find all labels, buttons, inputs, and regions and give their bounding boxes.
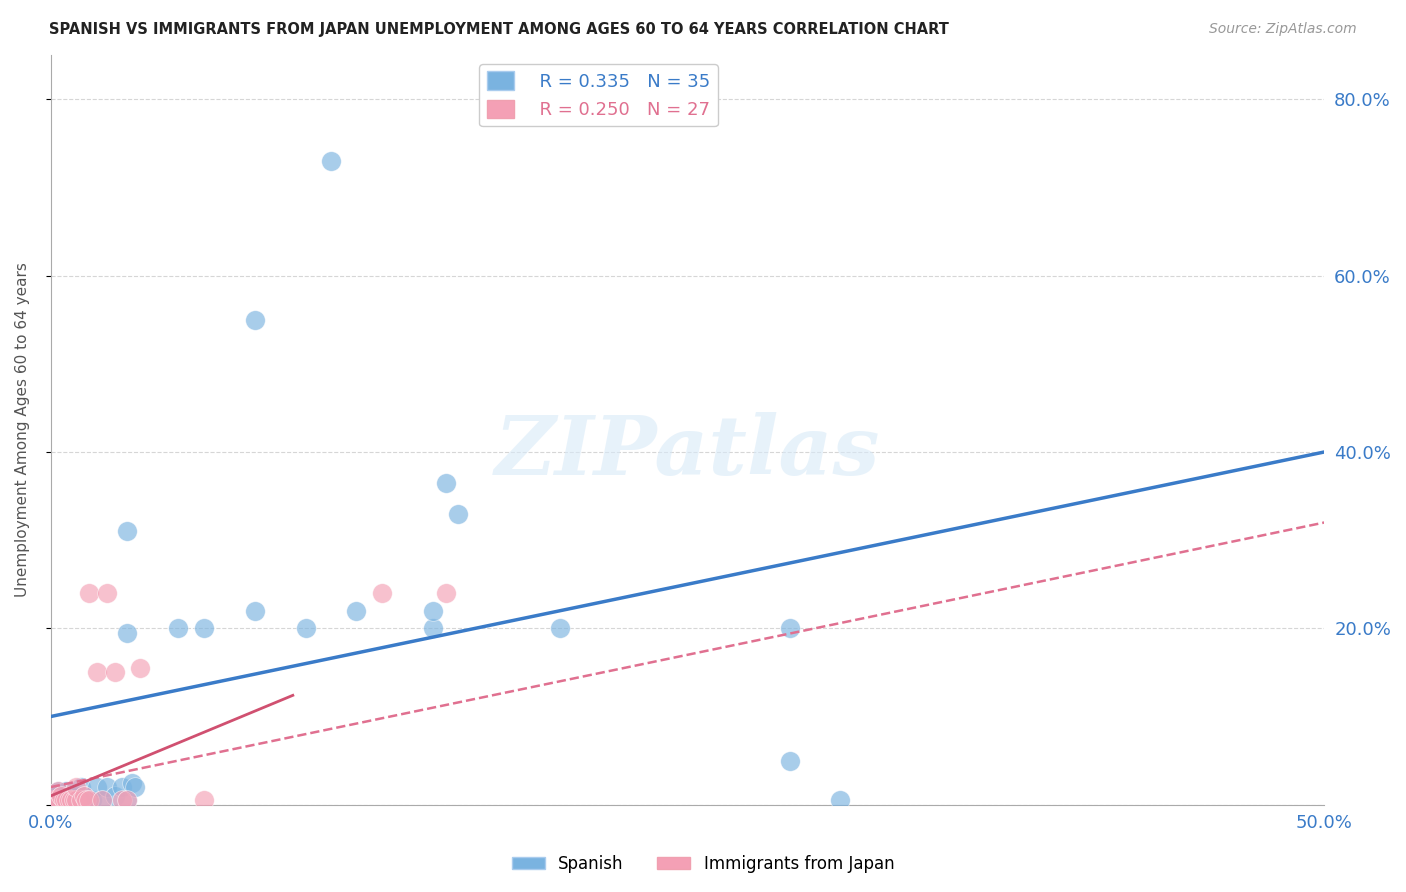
- Point: [62, 793, 84, 807]
- Point: [86, 780, 108, 794]
- Point: [49, 793, 72, 807]
- Text: Source: ZipAtlas.com: Source: ZipAtlas.com: [1209, 22, 1357, 37]
- Point: [42, 789, 65, 803]
- Point: [70, 780, 93, 794]
- Point: [434, 586, 457, 600]
- Point: [129, 661, 152, 675]
- Point: [86, 665, 108, 680]
- Point: [48, 784, 70, 798]
- Point: [193, 621, 215, 635]
- Point: [422, 604, 444, 618]
- Point: [45, 793, 67, 807]
- Point: [77, 793, 100, 807]
- Point: [45, 793, 67, 807]
- Point: [60, 793, 83, 807]
- Point: [52, 793, 75, 807]
- Legend:   R = 0.335   N = 35,   R = 0.250   N = 27: R = 0.335 N = 35, R = 0.250 N = 27: [479, 64, 717, 127]
- Point: [62, 793, 84, 807]
- Point: [42, 793, 65, 807]
- Point: [77, 586, 100, 600]
- Point: [117, 524, 139, 539]
- Point: [117, 625, 139, 640]
- Point: [90, 793, 112, 807]
- Point: [103, 789, 125, 803]
- Point: [434, 475, 457, 490]
- Point: [124, 780, 146, 794]
- Point: [65, 793, 87, 807]
- Point: [55, 793, 77, 807]
- Point: [548, 621, 571, 635]
- Point: [294, 621, 316, 635]
- Point: [103, 665, 125, 680]
- Point: [779, 621, 801, 635]
- Text: SPANISH VS IMMIGRANTS FROM JAPAN UNEMPLOYMENT AMONG AGES 60 TO 64 YEARS CORRELAT: SPANISH VS IMMIGRANTS FROM JAPAN UNEMPLO…: [49, 22, 949, 37]
- Point: [319, 153, 342, 168]
- Point: [49, 789, 72, 803]
- Point: [55, 784, 77, 798]
- Point: [80, 793, 103, 807]
- Point: [117, 793, 139, 807]
- Point: [55, 793, 77, 807]
- Text: ZIPatlas: ZIPatlas: [495, 412, 880, 492]
- Point: [48, 784, 70, 798]
- Point: [243, 604, 266, 618]
- Point: [76, 793, 98, 807]
- Point: [111, 793, 134, 807]
- Point: [167, 621, 190, 635]
- Point: [96, 780, 118, 794]
- Point: [422, 621, 444, 635]
- Point: [45, 789, 67, 803]
- Legend: Spanish, Immigrants from Japan: Spanish, Immigrants from Japan: [505, 848, 901, 880]
- Point: [58, 789, 80, 803]
- Point: [48, 793, 70, 807]
- Point: [830, 793, 852, 807]
- Point: [73, 789, 96, 803]
- Point: [58, 793, 80, 807]
- Point: [49, 789, 72, 803]
- Point: [52, 789, 75, 803]
- Point: [70, 793, 93, 807]
- Point: [111, 780, 134, 794]
- Point: [42, 793, 65, 807]
- Point: [48, 793, 70, 807]
- Point: [243, 312, 266, 326]
- Point: [60, 789, 83, 803]
- Point: [73, 789, 96, 803]
- Point: [346, 604, 368, 618]
- Point: [371, 586, 394, 600]
- Point: [52, 793, 75, 807]
- Point: [77, 793, 100, 807]
- Point: [96, 586, 118, 600]
- Point: [65, 780, 87, 794]
- Point: [65, 789, 87, 803]
- Point: [779, 754, 801, 768]
- Y-axis label: Unemployment Among Ages 60 to 64 years: Unemployment Among Ages 60 to 64 years: [15, 262, 30, 598]
- Point: [60, 793, 83, 807]
- Point: [121, 775, 143, 789]
- Point: [447, 507, 470, 521]
- Point: [117, 793, 139, 807]
- Point: [90, 793, 112, 807]
- Point: [193, 793, 215, 807]
